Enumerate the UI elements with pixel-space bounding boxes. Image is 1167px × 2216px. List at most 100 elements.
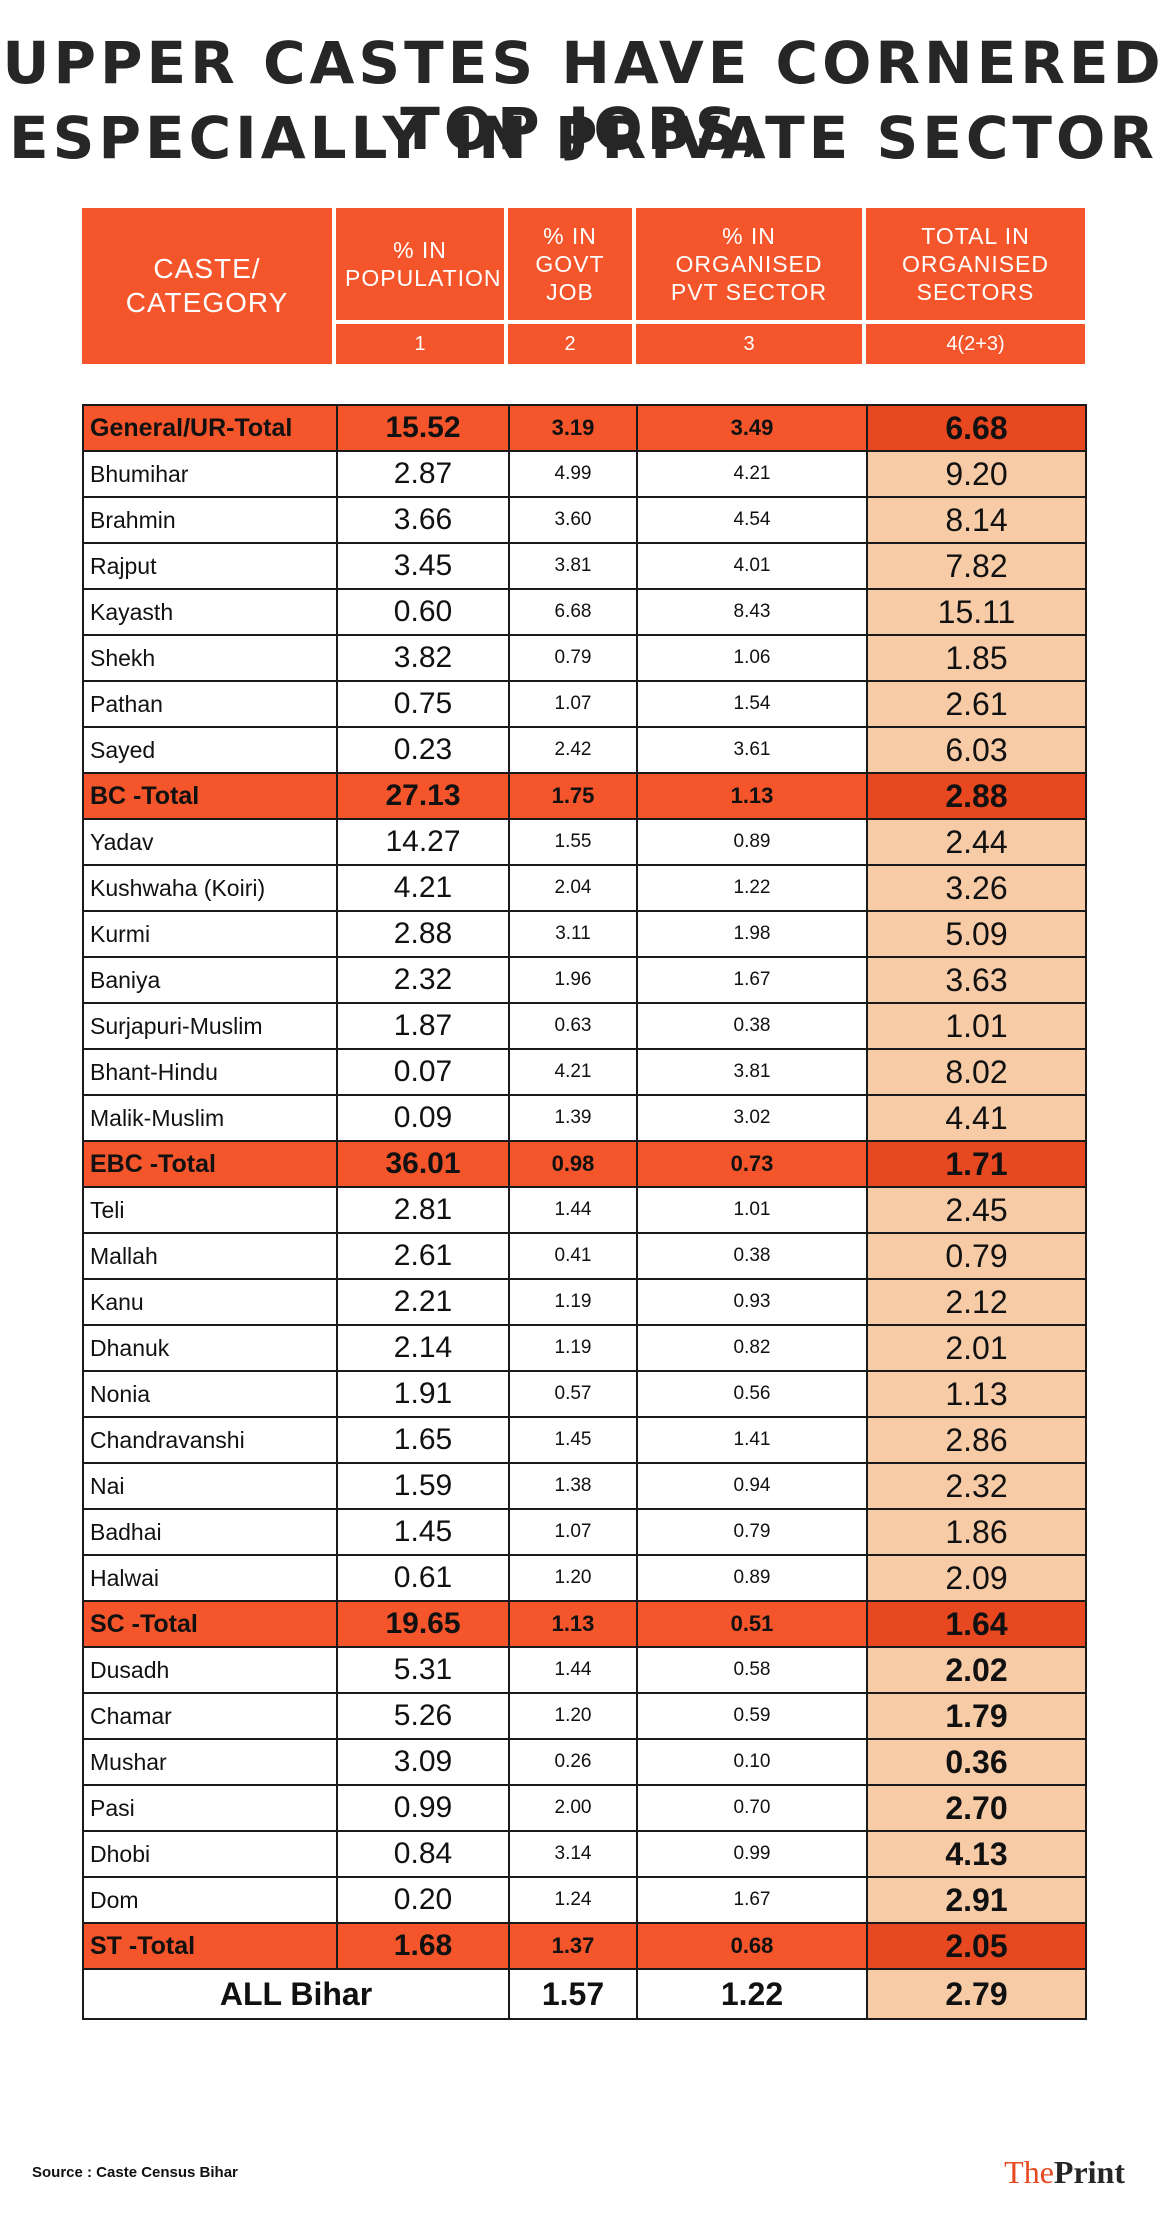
table-row: Dhobi 0.84 3.14 0.99 4.13 — [82, 1830, 1087, 1878]
population-cell: 3.66 — [336, 496, 510, 544]
table-row: Dhanuk 2.14 1.19 0.82 2.01 — [82, 1324, 1087, 1372]
caste-name-cell: Badhai — [82, 1508, 338, 1556]
caste-name-cell: Nai — [82, 1462, 338, 1510]
header-label: TOTAL IN ORGANISED SECTORS — [901, 223, 1050, 305]
govt-job-cell: 3.11 — [508, 910, 638, 958]
total-cell: 2.02 — [866, 1646, 1087, 1694]
table-row: Malik-Muslim 0.09 1.39 3.02 4.41 — [82, 1094, 1087, 1142]
total-cell: 9.20 — [866, 450, 1087, 498]
govt-job-cell: 1.13 — [508, 1600, 638, 1648]
header-govt-job: % IN GOVT JOB — [508, 208, 632, 320]
caste-name-cell: SC -Total — [82, 1600, 338, 1648]
table-row: Sayed 0.23 2.42 3.61 6.03 — [82, 726, 1087, 774]
govt-job-cell: 1.20 — [508, 1692, 638, 1740]
total-cell: 1.64 — [866, 1600, 1087, 1648]
header-number-2: 2 — [508, 324, 632, 364]
govt-job-cell: 1.19 — [508, 1324, 638, 1372]
chart-title-line-1: UPPER CASTES HAVE CORNERED TOP JOBS, — [2, 29, 1165, 163]
population-cell: 4.21 — [336, 864, 510, 912]
table-row: Badhai 1.45 1.07 0.79 1.86 — [82, 1508, 1087, 1556]
caste-name-cell: Dom — [82, 1876, 338, 1924]
population-cell: 1.87 — [336, 1002, 510, 1050]
total-cell: 5.09 — [866, 910, 1087, 958]
pvt-sector-cell: 1.41 — [636, 1416, 868, 1464]
table-row: Pasi 0.99 2.00 0.70 2.70 — [82, 1784, 1087, 1832]
population-cell: 2.81 — [336, 1186, 510, 1234]
pvt-sector-cell: 0.38 — [636, 1232, 868, 1280]
govt-job-cell: 3.19 — [508, 404, 638, 452]
table-row: Nonia 1.91 0.57 0.56 1.13 — [82, 1370, 1087, 1418]
pvt-sector-cell: 0.68 — [636, 1922, 868, 1970]
total-cell: 2.44 — [866, 818, 1087, 866]
caste-name-cell: Bhant-Hindu — [82, 1048, 338, 1096]
caste-name-cell: ST -Total — [82, 1922, 338, 1970]
header-label: % IN GOVT JOB — [535, 223, 605, 305]
caste-name-cell: Dhobi — [82, 1830, 338, 1878]
population-cell: 1.65 — [336, 1416, 510, 1464]
total-cell: 8.02 — [866, 1048, 1087, 1096]
caste-name-cell: Kushwaha (Koiri) — [82, 864, 338, 912]
table-row: Kanu 2.21 1.19 0.93 2.12 — [82, 1278, 1087, 1326]
header-label: CASTE/ CATEGORY — [125, 253, 289, 318]
table-row: Surjapuri-Muslim 1.87 0.63 0.38 1.01 — [82, 1002, 1087, 1050]
caste-name-cell: Pasi — [82, 1784, 338, 1832]
source-note: Source : Caste Census Bihar — [32, 2164, 238, 2181]
table-row: Dom 0.20 1.24 1.67 2.91 — [82, 1876, 1087, 1924]
population-cell: 2.88 — [336, 910, 510, 958]
brand-print: Print — [1053, 2154, 1125, 2190]
caste-name-cell: General/UR-Total — [82, 404, 338, 452]
population-cell: 2.14 — [336, 1324, 510, 1372]
population-cell: 27.13 — [336, 772, 510, 820]
header-number-3: 3 — [636, 324, 862, 364]
pvt-sector-cell: 0.94 — [636, 1462, 868, 1510]
pvt-sector-cell: 3.61 — [636, 726, 868, 774]
brand-logo: ThePrint — [1004, 2154, 1125, 2191]
govt-job-cell: 1.75 — [508, 772, 638, 820]
pvt-sector-cell: 1.54 — [636, 680, 868, 728]
pvt-sector-cell: 0.93 — [636, 1278, 868, 1326]
caste-name-cell: Kayasth — [82, 588, 338, 636]
population-cell: 15.52 — [336, 404, 510, 452]
caste-name-cell: Shekh — [82, 634, 338, 682]
govt-job-cell: 1.57 — [508, 1968, 638, 2020]
total-cell: 2.32 — [866, 1462, 1087, 1510]
population-cell: 3.09 — [336, 1738, 510, 1786]
govt-job-cell: 0.63 — [508, 1002, 638, 1050]
govt-job-cell: 6.68 — [508, 588, 638, 636]
pvt-sector-cell: 0.51 — [636, 1600, 868, 1648]
pvt-sector-cell: 0.56 — [636, 1370, 868, 1418]
table-row: Bhant-Hindu 0.07 4.21 3.81 8.02 — [82, 1048, 1087, 1096]
govt-job-cell: 1.44 — [508, 1646, 638, 1694]
total-cell: 6.03 — [866, 726, 1087, 774]
population-cell: 36.01 — [336, 1140, 510, 1188]
total-cell: 4.13 — [866, 1830, 1087, 1878]
caste-name-cell: Teli — [82, 1186, 338, 1234]
pvt-sector-cell: 1.67 — [636, 1876, 868, 1924]
total-cell: 2.09 — [866, 1554, 1087, 1602]
population-cell: 5.26 — [336, 1692, 510, 1740]
pvt-sector-cell: 4.54 — [636, 496, 868, 544]
govt-job-cell: 4.21 — [508, 1048, 638, 1096]
govt-job-cell: 2.04 — [508, 864, 638, 912]
table-row: Kayasth 0.60 6.68 8.43 15.11 — [82, 588, 1087, 636]
govt-job-cell: 0.98 — [508, 1140, 638, 1188]
pvt-sector-cell: 3.81 — [636, 1048, 868, 1096]
govt-job-cell: 3.81 — [508, 542, 638, 590]
caste-name-cell: Baniya — [82, 956, 338, 1004]
table-row: Pathan 0.75 1.07 1.54 2.61 — [82, 680, 1087, 728]
table-row: Nai 1.59 1.38 0.94 2.32 — [82, 1462, 1087, 1510]
total-cell: 2.61 — [866, 680, 1087, 728]
total-row: General/UR-Total 15.52 3.19 3.49 6.68 — [82, 404, 1087, 452]
data-table: General/UR-Total 15.52 3.19 3.49 6.68 Bhumiha… — [82, 404, 1087, 2020]
total-cell: 7.82 — [866, 542, 1087, 590]
population-cell: 0.60 — [336, 588, 510, 636]
pvt-sector-cell: 1.01 — [636, 1186, 868, 1234]
header-total: TOTAL IN ORGANISED SECTORS — [866, 208, 1085, 320]
population-cell: 0.20 — [336, 1876, 510, 1924]
caste-name-cell: Brahmin — [82, 496, 338, 544]
table-row: Baniya 2.32 1.96 1.67 3.63 — [82, 956, 1087, 1004]
pvt-sector-cell: 0.82 — [636, 1324, 868, 1372]
total-cell: 1.13 — [866, 1370, 1087, 1418]
table-row: Shekh 3.82 0.79 1.06 1.85 — [82, 634, 1087, 682]
population-cell: 2.21 — [336, 1278, 510, 1326]
